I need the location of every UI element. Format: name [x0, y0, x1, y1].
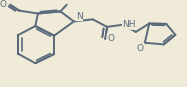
Text: O: O: [107, 34, 114, 44]
Text: O: O: [0, 0, 7, 9]
Text: N: N: [76, 12, 82, 21]
Text: O: O: [137, 44, 144, 53]
Text: NH: NH: [122, 20, 136, 29]
